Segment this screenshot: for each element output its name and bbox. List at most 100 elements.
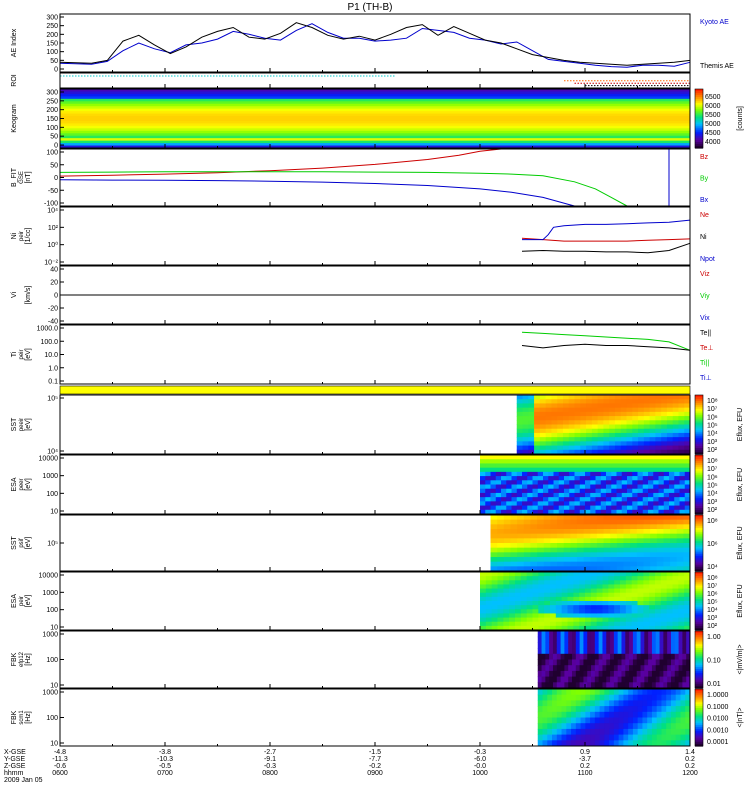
- heatmap-cell: [526, 605, 533, 610]
- heatmap-cell: [669, 463, 675, 469]
- heatmap-cell: [595, 492, 602, 498]
- heatmap-cell: [586, 399, 593, 404]
- heatmap-cell: [658, 455, 665, 460]
- heatmap-cell: [684, 613, 691, 619]
- heatmap-cell: [580, 700, 586, 707]
- colorbar-cell: [695, 738, 703, 741]
- heatmap-cell: [506, 484, 512, 490]
- heatmap-cell: [653, 463, 659, 469]
- heatmap-cell: [596, 617, 603, 623]
- heatmap-cell: [509, 601, 516, 606]
- heatmap-cell: [591, 437, 599, 442]
- heatmap-cell: [579, 467, 586, 473]
- heatmap-cell: [625, 665, 630, 672]
- heatmap-cell: [647, 711, 653, 718]
- heatmap-cell: [491, 572, 498, 577]
- heatmap-cell: [590, 484, 596, 490]
- heatmap-cell: [553, 492, 560, 498]
- heatmap-cell: [528, 416, 535, 421]
- colorbar-cell: [695, 626, 703, 629]
- heatmap-cell: [537, 538, 545, 544]
- heatmap-cell: [490, 476, 497, 481]
- heatmap-cell: [669, 459, 675, 464]
- y-tick-label: 20: [50, 280, 58, 287]
- colorbar-cell: [695, 474, 703, 478]
- heatmap-cell: [663, 515, 671, 521]
- heatmap-cell: [626, 399, 633, 404]
- heatmap-cell: [485, 492, 491, 498]
- heatmap-cell: [623, 547, 631, 553]
- heatmap-cell: [516, 459, 523, 464]
- heatmap-cell: [644, 676, 649, 683]
- y-tick-label: 50: [50, 134, 58, 141]
- heatmap-cell: [644, 636, 649, 643]
- heatmap-cell: [644, 653, 649, 660]
- heatmap-cell: [667, 642, 672, 649]
- heatmap-cell: [485, 463, 491, 469]
- heatmap-cell: [583, 552, 591, 558]
- heatmap-cell: [610, 543, 618, 549]
- heatmap-cell: [600, 471, 607, 477]
- heatmap-cell: [621, 497, 628, 502]
- heatmap-cell: [674, 480, 680, 485]
- heatmap-cell: [608, 596, 615, 602]
- heatmap-cell: [637, 463, 644, 469]
- series-ti-: [521, 331, 691, 351]
- heatmap-cell: [627, 471, 633, 477]
- heatmap-cell: [516, 395, 524, 400]
- heatmap-cell: [655, 437, 662, 442]
- heatmap-cell: [627, 488, 633, 494]
- heatmap-cell: [579, 621, 586, 627]
- heatmap-cell: [628, 694, 634, 701]
- heatmap-cell: [560, 636, 565, 643]
- heatmap-cell: [661, 717, 667, 724]
- heatmap-cell: [522, 432, 529, 438]
- heatmap-cell: [663, 467, 670, 473]
- heatmap-cell: [585, 471, 591, 477]
- heatmap-cell: [485, 617, 493, 623]
- heatmap-cell: [530, 566, 538, 572]
- heatmap-cell: [549, 636, 554, 643]
- heatmap-cell: [543, 566, 551, 572]
- heatmap-cell: [663, 670, 668, 678]
- heatmap-cell: [679, 455, 686, 460]
- heatmap-cell: [509, 617, 516, 623]
- heatmap-cell: [597, 445, 604, 451]
- heatmap-cell: [568, 399, 575, 404]
- heatmap-cell: [666, 723, 672, 730]
- colorbar-cell: [695, 122, 703, 125]
- heatmap-cell: [663, 484, 670, 490]
- heatmap-cell: [642, 480, 649, 485]
- heatmap-cell: [618, 706, 624, 713]
- heatmap-cell: [534, 424, 541, 430]
- heatmap-cell: [602, 648, 607, 655]
- heatmap-cell: [614, 625, 621, 631]
- heatmap-cell: [568, 659, 573, 666]
- heatmap-cell: [636, 682, 642, 689]
- heatmap-cell: [568, 648, 573, 655]
- heatmap-cell: [506, 463, 512, 469]
- heatmap-cell: [661, 728, 667, 736]
- heatmap-cell: [636, 547, 644, 553]
- heatmap-cell: [573, 621, 580, 627]
- heatmap-cell: [568, 682, 573, 689]
- colorbar-tick-label: 5500: [705, 112, 721, 119]
- heatmap-cell: [590, 592, 598, 598]
- keogram-band: [60, 123, 690, 127]
- heatmap-cell: [575, 682, 581, 689]
- time-tick-label: 0600: [52, 770, 68, 777]
- heatmap-cell: [485, 580, 493, 585]
- heatmap-cell: [655, 636, 661, 643]
- heatmap-cell: [602, 580, 609, 585]
- heatmap-cell: [684, 459, 691, 464]
- ephemeris-value: 0.2: [580, 763, 590, 770]
- heatmap-cell: [485, 596, 493, 602]
- heatmap-cell: [678, 605, 685, 610]
- heatmap-cell: [543, 455, 549, 460]
- heatmap-cell: [574, 449, 581, 455]
- colorbar-cell: [695, 114, 703, 118]
- heatmap-cell: [590, 584, 598, 590]
- heatmap-cell: [644, 642, 649, 649]
- heatmap-cell: [628, 711, 634, 718]
- heatmap-cell: [661, 711, 667, 718]
